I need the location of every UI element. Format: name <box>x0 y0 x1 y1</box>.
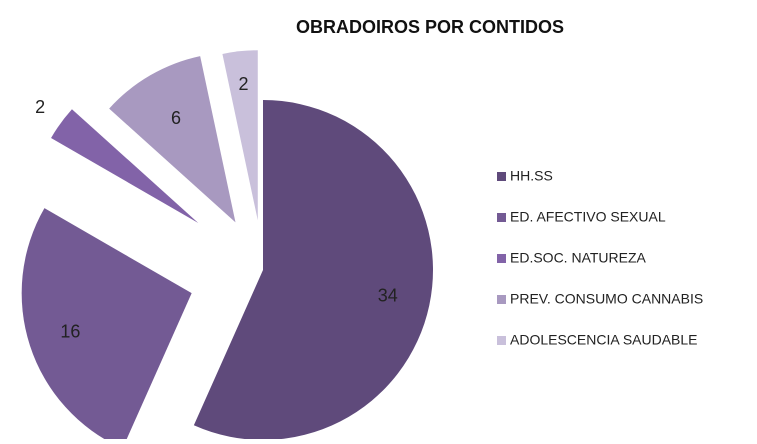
data-label: 16 <box>60 321 80 341</box>
legend-swatch <box>497 172 506 181</box>
legend-swatch <box>497 213 506 222</box>
legend-label: ADOLESCENCIA SAUDABLE <box>510 332 698 348</box>
data-label: 2 <box>35 97 45 117</box>
data-label: 34 <box>378 285 398 305</box>
data-label: 6 <box>171 108 181 128</box>
legend-swatch <box>497 254 506 263</box>
pie-slice <box>21 208 192 444</box>
legend-label: HH.SS <box>510 168 553 184</box>
legend-label: PREV. CONSUMO CANNABIS <box>510 291 703 307</box>
pie-slice <box>109 56 236 223</box>
chart-title: OBRADOIROS POR CONTIDOS <box>296 17 564 37</box>
legend-label: ED. AFECTIVO SEXUAL <box>510 209 666 225</box>
pie-slice <box>193 100 434 441</box>
pie-slice <box>222 50 258 221</box>
legend-swatch <box>497 295 506 304</box>
data-label: 2 <box>239 74 249 94</box>
pie-slice <box>51 109 199 223</box>
legend-swatch <box>497 336 506 345</box>
legend-label: ED.SOC. NATUREZA <box>510 250 647 266</box>
